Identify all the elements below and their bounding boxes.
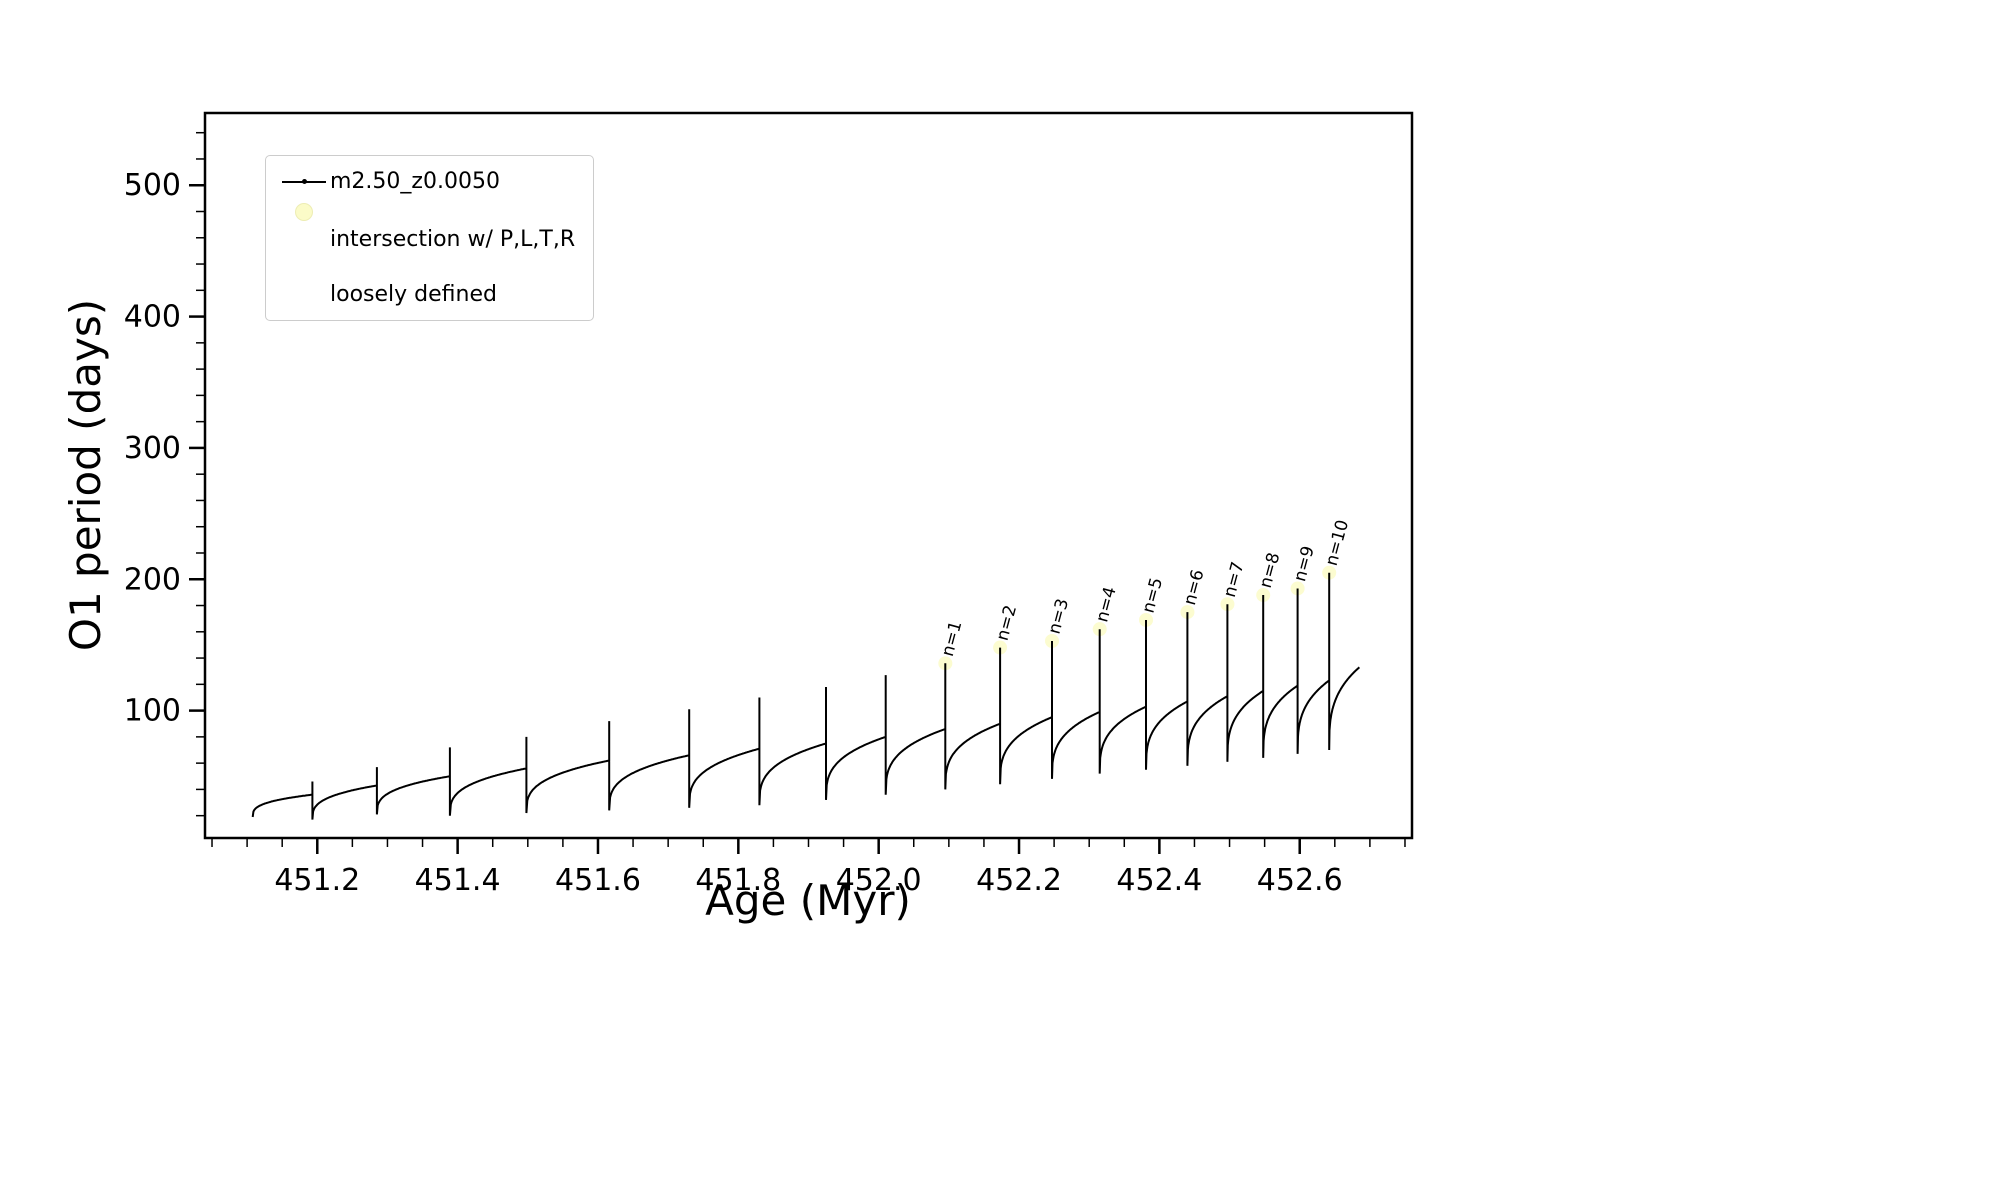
spike-label: n=9 — [1290, 544, 1319, 584]
intersection-markers — [938, 565, 1337, 671]
intersection-marker — [1045, 633, 1060, 648]
spike-label: n=2 — [993, 603, 1022, 643]
spike-label: n=1 — [938, 619, 967, 659]
data-series-curve — [251, 572, 1360, 820]
y-tick-label: 500 — [124, 168, 181, 203]
spike-label: n=10 — [1322, 518, 1353, 568]
spike-label: n=6 — [1180, 568, 1209, 608]
intersection-marker — [1139, 612, 1154, 627]
x-tick-label: 452.6 — [1257, 863, 1343, 898]
axis-ticks — [189, 131, 1406, 854]
y-tick-label: 100 — [124, 694, 181, 729]
intersection-marker — [1092, 622, 1107, 637]
spike-label: n=3 — [1045, 596, 1074, 636]
x-tick-label: 452.0 — [836, 863, 922, 898]
x-tick-label: 451.8 — [695, 863, 781, 898]
legend-item-intersection: intersection w/ P,L,T,R loosely defined — [278, 198, 575, 308]
legend-item-series: m2.50_z0.0050 — [278, 168, 575, 196]
spike-label: n=5 — [1139, 575, 1168, 615]
spike-label: n=8 — [1256, 551, 1285, 591]
series-line — [251, 572, 1360, 820]
x-tick-label: 452.2 — [976, 863, 1062, 898]
axis-tick-labels: 451.2 451.4 451.6 451.8 452.0 452.2 452.4 452.6… — [124, 168, 1343, 898]
y-axis-label: O1 period (days) — [61, 299, 110, 651]
spike-label: n=7 — [1220, 560, 1249, 600]
x-axis-label: Age (Myr) — [705, 876, 911, 925]
y-tick-label: 200 — [124, 562, 181, 597]
intersection-marker — [1322, 565, 1337, 580]
spike-label: n=4 — [1092, 585, 1121, 625]
intersection-marker — [1290, 581, 1305, 596]
legend-circle-marker — [278, 198, 330, 226]
x-tick-label: 451.2 — [274, 863, 360, 898]
legend-line-marker — [278, 168, 330, 196]
legend-series-label: m2.50_z0.0050 — [330, 169, 500, 194]
intersection-marker — [993, 640, 1008, 655]
y-tick-label: 400 — [124, 300, 181, 335]
x-tick-label: 451.6 — [555, 863, 641, 898]
x-tick-label: 452.4 — [1116, 863, 1202, 898]
intersection-marker — [1180, 605, 1195, 620]
x-tick-label: 451.4 — [415, 863, 501, 898]
legend: m2.50_z0.0050 intersection w/ P,L,T,R lo… — [265, 155, 595, 321]
y-tick-label: 300 — [124, 431, 181, 466]
legend-intersection-label: intersection w/ P,L,T,R loosely defined — [330, 226, 576, 307]
